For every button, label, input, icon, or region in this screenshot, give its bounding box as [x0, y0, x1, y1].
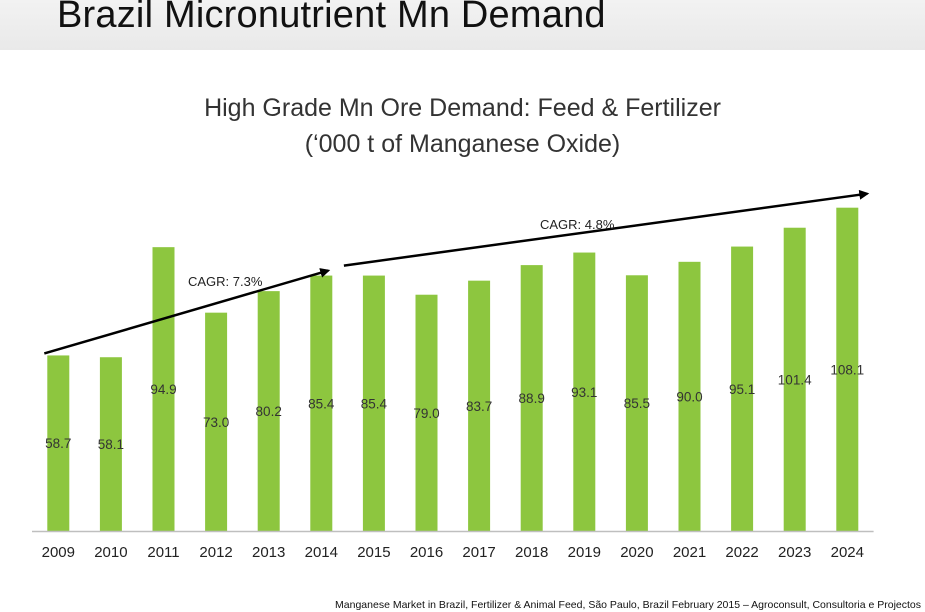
data-label: 73.0: [203, 415, 229, 430]
data-label: 85.4: [361, 396, 388, 411]
x-tick-label: 2016: [410, 544, 443, 561]
bar: [99, 357, 122, 531]
chart-title: High Grade Mn Ore Demand: Feed & Fertili…: [204, 94, 721, 122]
data-label: 101.4: [778, 372, 812, 387]
bar: [783, 227, 806, 532]
x-tick-label: 2019: [568, 544, 601, 561]
data-label: 108.1: [830, 362, 864, 377]
bar: [310, 275, 333, 531]
header-band: [0, 0, 925, 50]
x-tick-label: 2022: [725, 544, 758, 561]
bar: [731, 246, 754, 531]
data-label: 85.5: [624, 396, 650, 411]
data-label: 88.9: [519, 391, 545, 406]
bar: [205, 312, 228, 531]
bar: [678, 261, 701, 531]
x-tick-label: 2013: [252, 544, 285, 561]
data-label: 90.0: [676, 389, 702, 404]
data-label: 95.1: [729, 382, 755, 397]
bar: [520, 265, 543, 531]
x-tick-label: 2018: [515, 544, 548, 561]
data-label: 93.1: [571, 385, 597, 400]
data-label: 58.7: [45, 436, 71, 451]
x-tick-label: 2012: [199, 544, 232, 561]
bar: [47, 355, 70, 531]
x-tick-label: 2024: [831, 544, 864, 561]
source-footer: Manganese Market in Brazil, Fertilizer &…: [335, 599, 921, 611]
bar: [362, 275, 385, 531]
data-label: 94.9: [150, 382, 176, 397]
bar: [468, 280, 491, 531]
cagr-label: CAGR: 4.8%: [540, 217, 615, 232]
x-tick-label: 2017: [462, 544, 495, 561]
x-tick-label: 2023: [778, 544, 811, 561]
chart-subtitle: (‘000 t of Manganese Oxide): [304, 130, 621, 158]
cagr-arrow: [43, 268, 331, 355]
cagr-arrow: [343, 189, 870, 267]
x-tick-label: 2020: [620, 544, 653, 561]
bar: [625, 275, 648, 531]
bar: [257, 291, 280, 531]
x-tick-label: 2021: [673, 544, 706, 561]
slide-title: Brazil Micronutrient Mn Demand: [57, 0, 606, 36]
data-label: 79.0: [413, 406, 439, 421]
bar: [415, 294, 438, 531]
x-tick-label: 2009: [42, 544, 75, 561]
data-label: 83.7: [466, 399, 492, 414]
bar: [836, 207, 859, 531]
x-tick-label: 2011: [147, 544, 179, 561]
x-tick-label: 2014: [305, 544, 338, 561]
x-tick-label: 2015: [357, 544, 390, 561]
bar: [573, 252, 596, 531]
x-tick-label: 2010: [94, 544, 127, 561]
data-label: 80.2: [256, 404, 282, 419]
cagr-label: CAGR: 7.3%: [188, 274, 263, 289]
data-label: 58.1: [98, 437, 124, 452]
data-label: 85.4: [308, 396, 335, 411]
